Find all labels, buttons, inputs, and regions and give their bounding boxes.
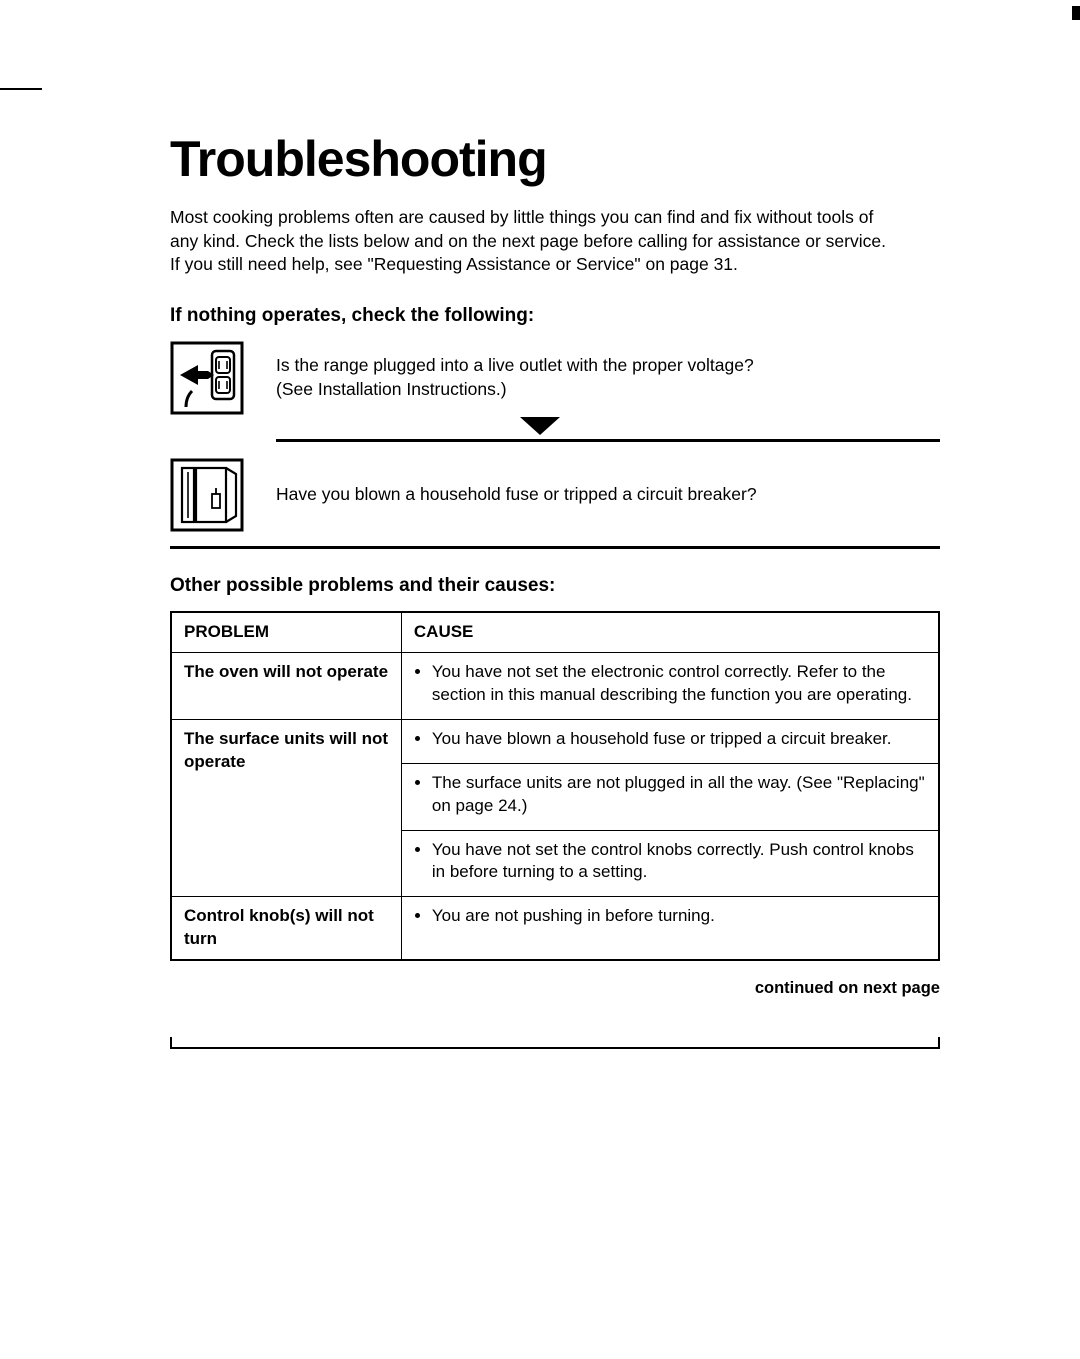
- cause-item: You have not set the electronic control …: [432, 661, 926, 707]
- intro-paragraph: Most cooking problems often are caused b…: [170, 206, 890, 277]
- arrow-down-icon: [520, 417, 560, 437]
- problem-cell: Control knob(s) will not turn: [171, 897, 401, 960]
- cause-cell: You have not set the electronic control …: [401, 652, 939, 719]
- check1-line2: (See Installation Instructions.): [276, 379, 507, 399]
- check1-line1: Is the range plugged into a live outlet …: [276, 355, 754, 375]
- problem-cell: The surface units will not operate: [171, 719, 401, 897]
- check-row-outlet: Is the range plugged into a live outlet …: [170, 341, 940, 415]
- check-row-breaker: Have you blown a household fuse or tripp…: [170, 458, 940, 532]
- fusebox-icon: [170, 458, 244, 532]
- page-title: Troubleshooting: [170, 130, 940, 188]
- problems-table: PROBLEM CAUSE The oven will not operate …: [170, 611, 940, 961]
- section2-heading: Other possible problems and their causes…: [170, 575, 940, 597]
- cause-cell: You have blown a household fuse or tripp…: [401, 719, 939, 897]
- rule-2: [170, 546, 940, 549]
- col-problem: PROBLEM: [171, 612, 401, 652]
- cause-item: You have not set the control knobs corre…: [432, 839, 926, 885]
- continued-note: continued on next page: [170, 979, 940, 998]
- cause-item: You are not pushing in before turning.: [432, 905, 926, 928]
- divider-1: [170, 421, 940, 442]
- section1-heading: If nothing operates, check the following…: [170, 305, 940, 327]
- check1-text: Is the range plugged into a live outlet …: [276, 354, 940, 401]
- check2-text: Have you blown a household fuse or tripp…: [276, 483, 940, 507]
- table-row: Control knob(s) will not turn You are no…: [171, 897, 939, 960]
- table-row: The surface units will not operate You h…: [171, 719, 939, 897]
- page: Troubleshooting Most cooking problems of…: [0, 0, 1080, 1359]
- footer-rule: [170, 1037, 940, 1049]
- col-cause: CAUSE: [401, 612, 939, 652]
- outlet-plug-icon: [170, 341, 244, 415]
- problem-cell: The oven will not operate: [171, 652, 401, 719]
- cause-item: You have blown a household fuse or tripp…: [432, 728, 926, 751]
- table-row: The oven will not operate You have not s…: [171, 652, 939, 719]
- cause-cell: You are not pushing in before turning.: [401, 897, 939, 960]
- cause-item: The surface units are not plugged in all…: [432, 772, 926, 818]
- rule-1: [276, 439, 940, 442]
